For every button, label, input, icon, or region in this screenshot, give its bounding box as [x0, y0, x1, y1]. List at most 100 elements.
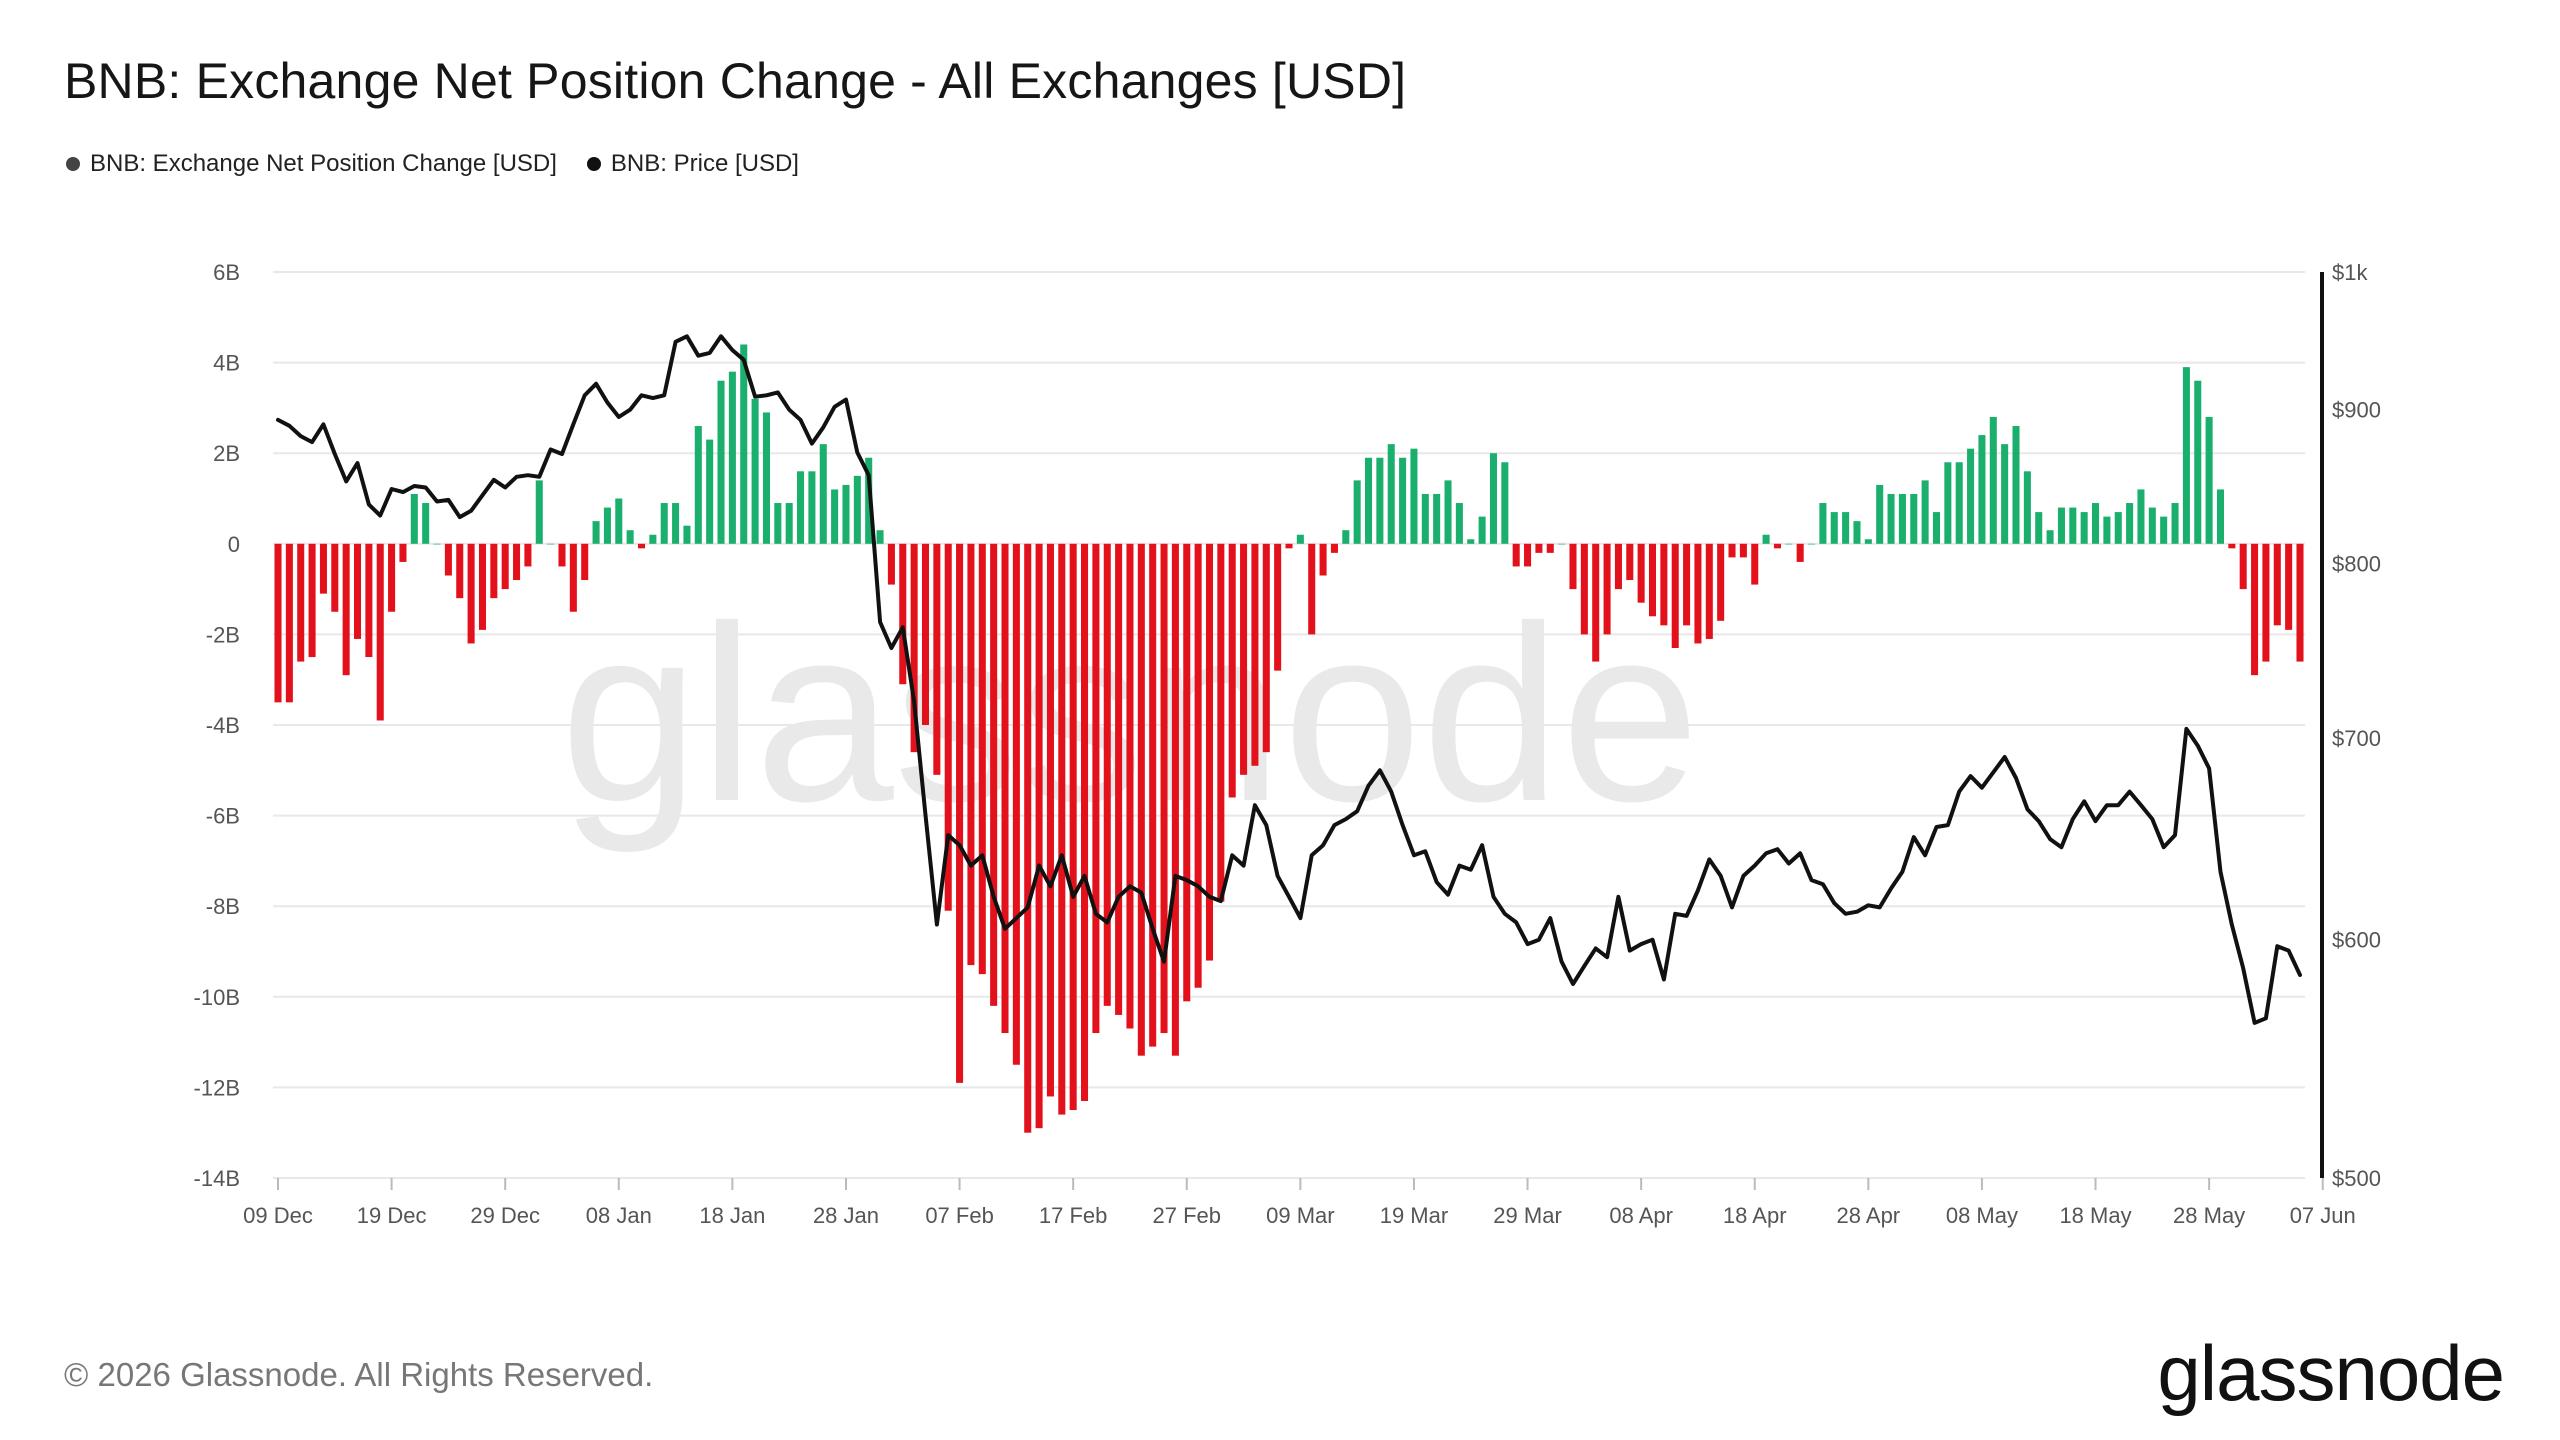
bar: [2012, 426, 2020, 544]
bar: [399, 543, 407, 562]
bar: [1773, 543, 1781, 549]
bar: [1932, 512, 1941, 544]
bar: [2046, 530, 2054, 544]
y-left-tick-label: 2B: [213, 441, 240, 466]
bar: [535, 480, 543, 544]
legend-item-net-position[interactable]: BNB: Exchange Net Position Change [USD]: [66, 150, 557, 178]
bar: [524, 543, 532, 567]
bar: [1898, 493, 1906, 544]
bar: [1001, 543, 1009, 1034]
bar: [1921, 480, 1929, 544]
x-axis: 09 Dec 19 Dec 29 Dec 08 Jan 18 Jan 28 Jan 07 F…: [243, 1178, 2356, 1228]
bar: [1240, 543, 1248, 775]
bar: [285, 543, 293, 703]
bar: [1342, 530, 1350, 544]
bar: [2228, 543, 2236, 549]
bar: [1489, 453, 1497, 544]
bar: [1546, 543, 1554, 553]
bar: [2262, 543, 2270, 662]
bar: [1081, 543, 1089, 1101]
bar-series: [274, 344, 2304, 1133]
bar: [501, 543, 509, 590]
y-left-tick-label: 0: [228, 532, 240, 557]
bar: [649, 534, 657, 544]
price-series: [276, 334, 2302, 1025]
bar: [899, 543, 907, 685]
bar: [1103, 543, 1111, 1006]
bar: [706, 439, 714, 544]
bar: [513, 543, 521, 581]
x-tick-label: 07 Feb: [925, 1203, 994, 1228]
bar: [921, 543, 930, 725]
bar: [2001, 444, 2009, 544]
bar: [2273, 543, 2281, 626]
bar: [1751, 543, 1759, 585]
x-tick-label: 18 Apr: [1723, 1203, 1787, 1228]
bar: [1671, 543, 1679, 648]
bar: [581, 543, 589, 581]
bar: [2126, 503, 2134, 544]
x-tick-label: 09 Mar: [1266, 1203, 1334, 1228]
bar: [1796, 543, 1804, 562]
bar: [2239, 543, 2247, 590]
bar: [1251, 543, 1259, 766]
bar: [978, 543, 986, 975]
x-tick-label: 18 Jan: [699, 1203, 765, 1228]
bar: [774, 503, 782, 544]
x-tick-label: 17 Feb: [1039, 1203, 1108, 1228]
bar: [1910, 493, 1918, 544]
bar: [1399, 457, 1407, 544]
bar: [660, 503, 668, 544]
bar: [1433, 493, 1441, 544]
y-left-tick-label: -14B: [194, 1166, 240, 1191]
copyright-footer: © 2026 Glassnode. All Rights Reserved.: [64, 1356, 654, 1393]
bar: [1262, 543, 1270, 753]
legend-label-net-position: BNB: Exchange Net Position Change [USD]: [90, 150, 557, 177]
bar: [1296, 534, 1304, 544]
bar: [1035, 543, 1043, 1129]
y-left-tick-label: -12B: [194, 1075, 240, 1100]
y-left-tick-label: -10B: [194, 985, 240, 1010]
x-tick-label: 07 Jun: [2290, 1203, 2356, 1228]
bar: [2160, 516, 2168, 544]
bar: [1728, 543, 1736, 558]
bar: [1614, 543, 1622, 590]
bar: [1808, 543, 1816, 545]
bar: [728, 371, 736, 544]
bar: [876, 530, 884, 544]
y-left-tick-label: -2B: [206, 622, 240, 647]
bar: [1353, 480, 1361, 544]
bar: [2092, 503, 2100, 544]
bar: [1274, 543, 1282, 671]
bar: [1535, 543, 1543, 553]
bar: [2182, 367, 2190, 544]
bar: [1739, 543, 1747, 558]
x-tick-label: 08 Apr: [1609, 1203, 1673, 1228]
bar: [853, 475, 861, 544]
bar: [467, 543, 475, 644]
bar: [1285, 543, 1293, 549]
bar: [1217, 543, 1225, 902]
bar: [456, 543, 464, 599]
y-right-tick-label: $700: [2332, 726, 2381, 751]
bar: [1978, 435, 1986, 544]
x-tick-label: 28 Jan: [813, 1203, 879, 1228]
bar: [1648, 543, 1657, 617]
x-tick-label: 29 Dec: [470, 1203, 540, 1228]
bar: [1558, 543, 1566, 545]
bar: [547, 543, 555, 545]
bar: [331, 543, 339, 612]
y-left-tick-label: 6B: [213, 260, 240, 285]
bar: [1762, 534, 1770, 544]
bar: [1967, 448, 1975, 544]
bar: [1058, 543, 1066, 1115]
bar: [637, 543, 646, 549]
bar: [1524, 543, 1532, 567]
bar: [592, 521, 600, 544]
legend-item-price[interactable]: BNB: Price [USD]: [586, 150, 799, 178]
bar: [842, 484, 850, 544]
bar: [2171, 503, 2179, 544]
bar: [1717, 543, 1725, 621]
bar: [1171, 543, 1179, 1056]
bar: [910, 543, 918, 753]
